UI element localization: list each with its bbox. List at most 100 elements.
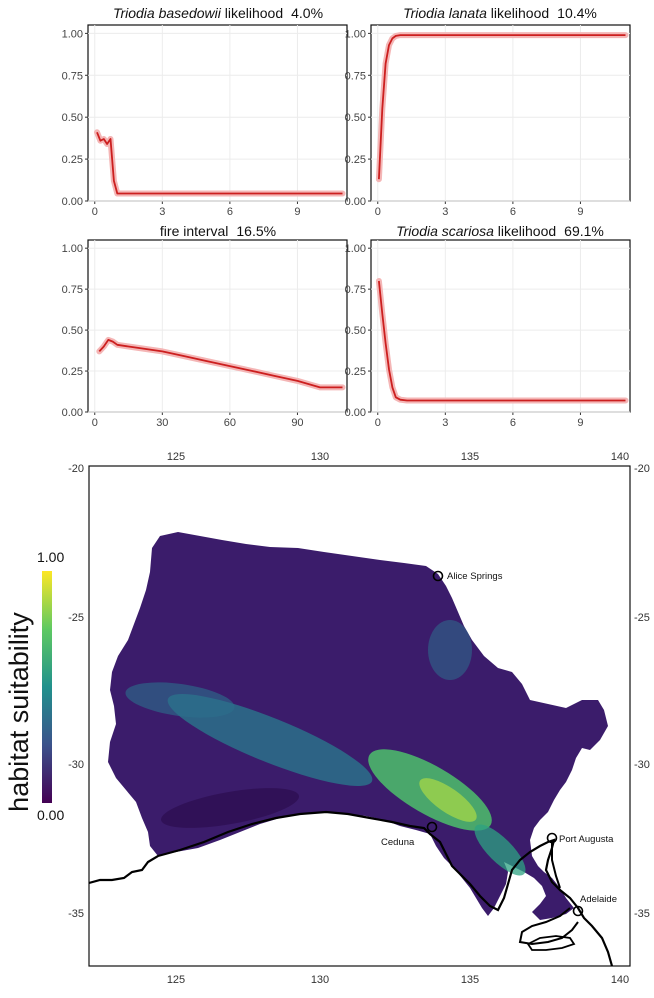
map-y-tick-left: -30 [68,759,84,771]
map-x-tick-bottom: 125 [167,974,185,986]
city-label-ceduna: Ceduna [381,837,415,848]
y-tick-label: 1.00 [345,28,366,40]
map-y-tick-left: -35 [68,908,84,920]
y-tick-labels: 0.00 0.25 0.50 0.75 1.00 [345,28,366,208]
y-tick-label: 0.75 [62,70,83,82]
suitability-zone-west [125,682,235,718]
plot-frame [370,24,631,202]
response-line [96,131,343,195]
panel-title-variable: likelihood [221,5,283,21]
panel-title-species: Triodia basedowii [113,5,222,21]
map-x-tick-top: 125 [167,451,185,463]
x-tick-label: 3 [442,206,448,218]
panel-scariosa: Triodia scariosa likelihood 69.1% 0 3 6 9 0.… [345,223,631,429]
x-tick-label: 0 [92,417,98,429]
response-curve [96,336,346,391]
map-y-tick-left: -20 [68,463,84,475]
map-x-tick-bottom: 140 [611,974,629,986]
panel-title-species: Triodia lanata [403,5,487,21]
y-tick-label: 0.50 [62,325,83,337]
x-tick-labels: 0 3 6 9 [375,206,584,218]
x-tick-label: 9 [577,417,583,429]
y-tick-label: 0.00 [62,407,83,419]
panel-title-percent: 69.1% [564,223,604,239]
y-tick-label: 0.75 [345,284,366,296]
y-tick-label: 0.25 [62,366,83,378]
map-x-tick-top: 135 [461,451,479,463]
suitability-zone-north [428,620,472,680]
gridlines [368,240,630,415]
y-tick-labels: 0.00 0.25 0.50 0.75 1.00 [62,243,83,419]
y-tick-label: 0.25 [345,366,366,378]
response-line [378,34,626,180]
response-curve [375,32,629,183]
response-line [378,280,626,402]
y-tick-label: 0.00 [345,196,366,208]
y-tick-label: 0.00 [345,407,366,419]
kangaroo-island [526,935,576,951]
panel-title-percent: 4.0% [291,5,323,21]
response-curve [94,129,346,197]
coastline [89,810,614,966]
map-y-tick-right: -20 [634,463,650,475]
panel-title-species: Triodia scariosa [396,223,494,239]
suitability-zone-southeast [474,824,526,876]
panel-title: fire interval 16.5% [160,223,276,239]
city-marker-alice-springs [432,570,444,582]
panel-title-variable: likelihood [487,5,549,21]
x-tick-label: 6 [227,206,233,218]
plot-frame [87,24,348,202]
response-curve [375,278,629,404]
x-tick-label: 9 [577,206,583,218]
x-tick-label: 0 [375,417,381,429]
y-tick-label: 0.50 [345,325,366,337]
y-tick-label: 0.75 [62,284,83,296]
map-y-tick-right: -25 [634,612,650,624]
map-panel: 125 130 135 140 125 130 135 140 -20 -25 … [68,451,650,986]
y-tick-label: 0.25 [62,154,83,166]
colorbar [42,571,52,803]
suitability-zone-peak [419,778,477,822]
y-tick-labels: 0.00 0.25 0.50 0.75 1.00 [345,243,366,419]
y-tick-label: 1.00 [62,243,83,255]
city-marker-port-augusta [546,832,558,844]
map-x-tick-bottom: 135 [461,974,479,986]
city-label-alice-springs: Alice Springs [447,571,503,582]
legend-max-label: 1.00 [37,549,64,565]
map-x-tick-top: 140 [611,451,629,463]
map-x-tick-bottom: 130 [311,974,329,986]
y-tick-label: 0.00 [62,196,83,208]
y-tick-label: 0.75 [345,70,366,82]
legend-min-label: 0.00 [37,807,64,823]
panel-title-percent: 16.5% [236,223,276,239]
x-tick-label: 6 [510,206,516,218]
y-tick-label: 0.50 [62,112,83,124]
map-content [89,532,614,966]
x-tick-labels: 0 30 60 90 [92,417,304,429]
panel-title: Triodia lanata likelihood 10.4% [403,5,597,21]
x-tick-label: 0 [375,206,381,218]
suitability-zone-low [161,788,299,828]
panel-title-variable: likelihood [494,223,556,239]
panel-lanata: Triodia lanata likelihood 10.4% 0 3 6 9 0.00… [345,5,631,218]
response-line [98,338,343,389]
map-y-ticks: -20 -25 -30 -35 -20 -25 -30 -35 [68,463,650,920]
x-tick-label: 3 [159,206,165,218]
plot-frame [370,239,631,413]
x-tick-label: 9 [294,206,300,218]
map-x-tick-top: 130 [311,451,329,463]
legend-title: habitat suitability [4,612,34,812]
gridlines [85,25,347,204]
map-y-tick-right: -35 [634,908,650,920]
coastline-gulf [518,840,579,946]
x-tick-label: 60 [224,417,236,429]
panel-fire-interval: fire interval 16.5% 0 30 60 90 0.000.250.500… [62,223,348,429]
y-tick-label: 1.00 [345,243,366,255]
y-tick-label: 1.00 [62,28,83,40]
city-markers: Alice Springs Ceduna Port Augusta Adelai… [381,570,617,917]
x-tick-labels: 0 3 6 9 [375,417,584,429]
city-label-port-augusta: Port Augusta [559,834,614,845]
y-tick-labels: 0.00 0.25 0.50 0.75 1.00 [62,28,83,208]
map-x-ticks: 125 130 135 140 125 130 135 140 [167,451,629,986]
